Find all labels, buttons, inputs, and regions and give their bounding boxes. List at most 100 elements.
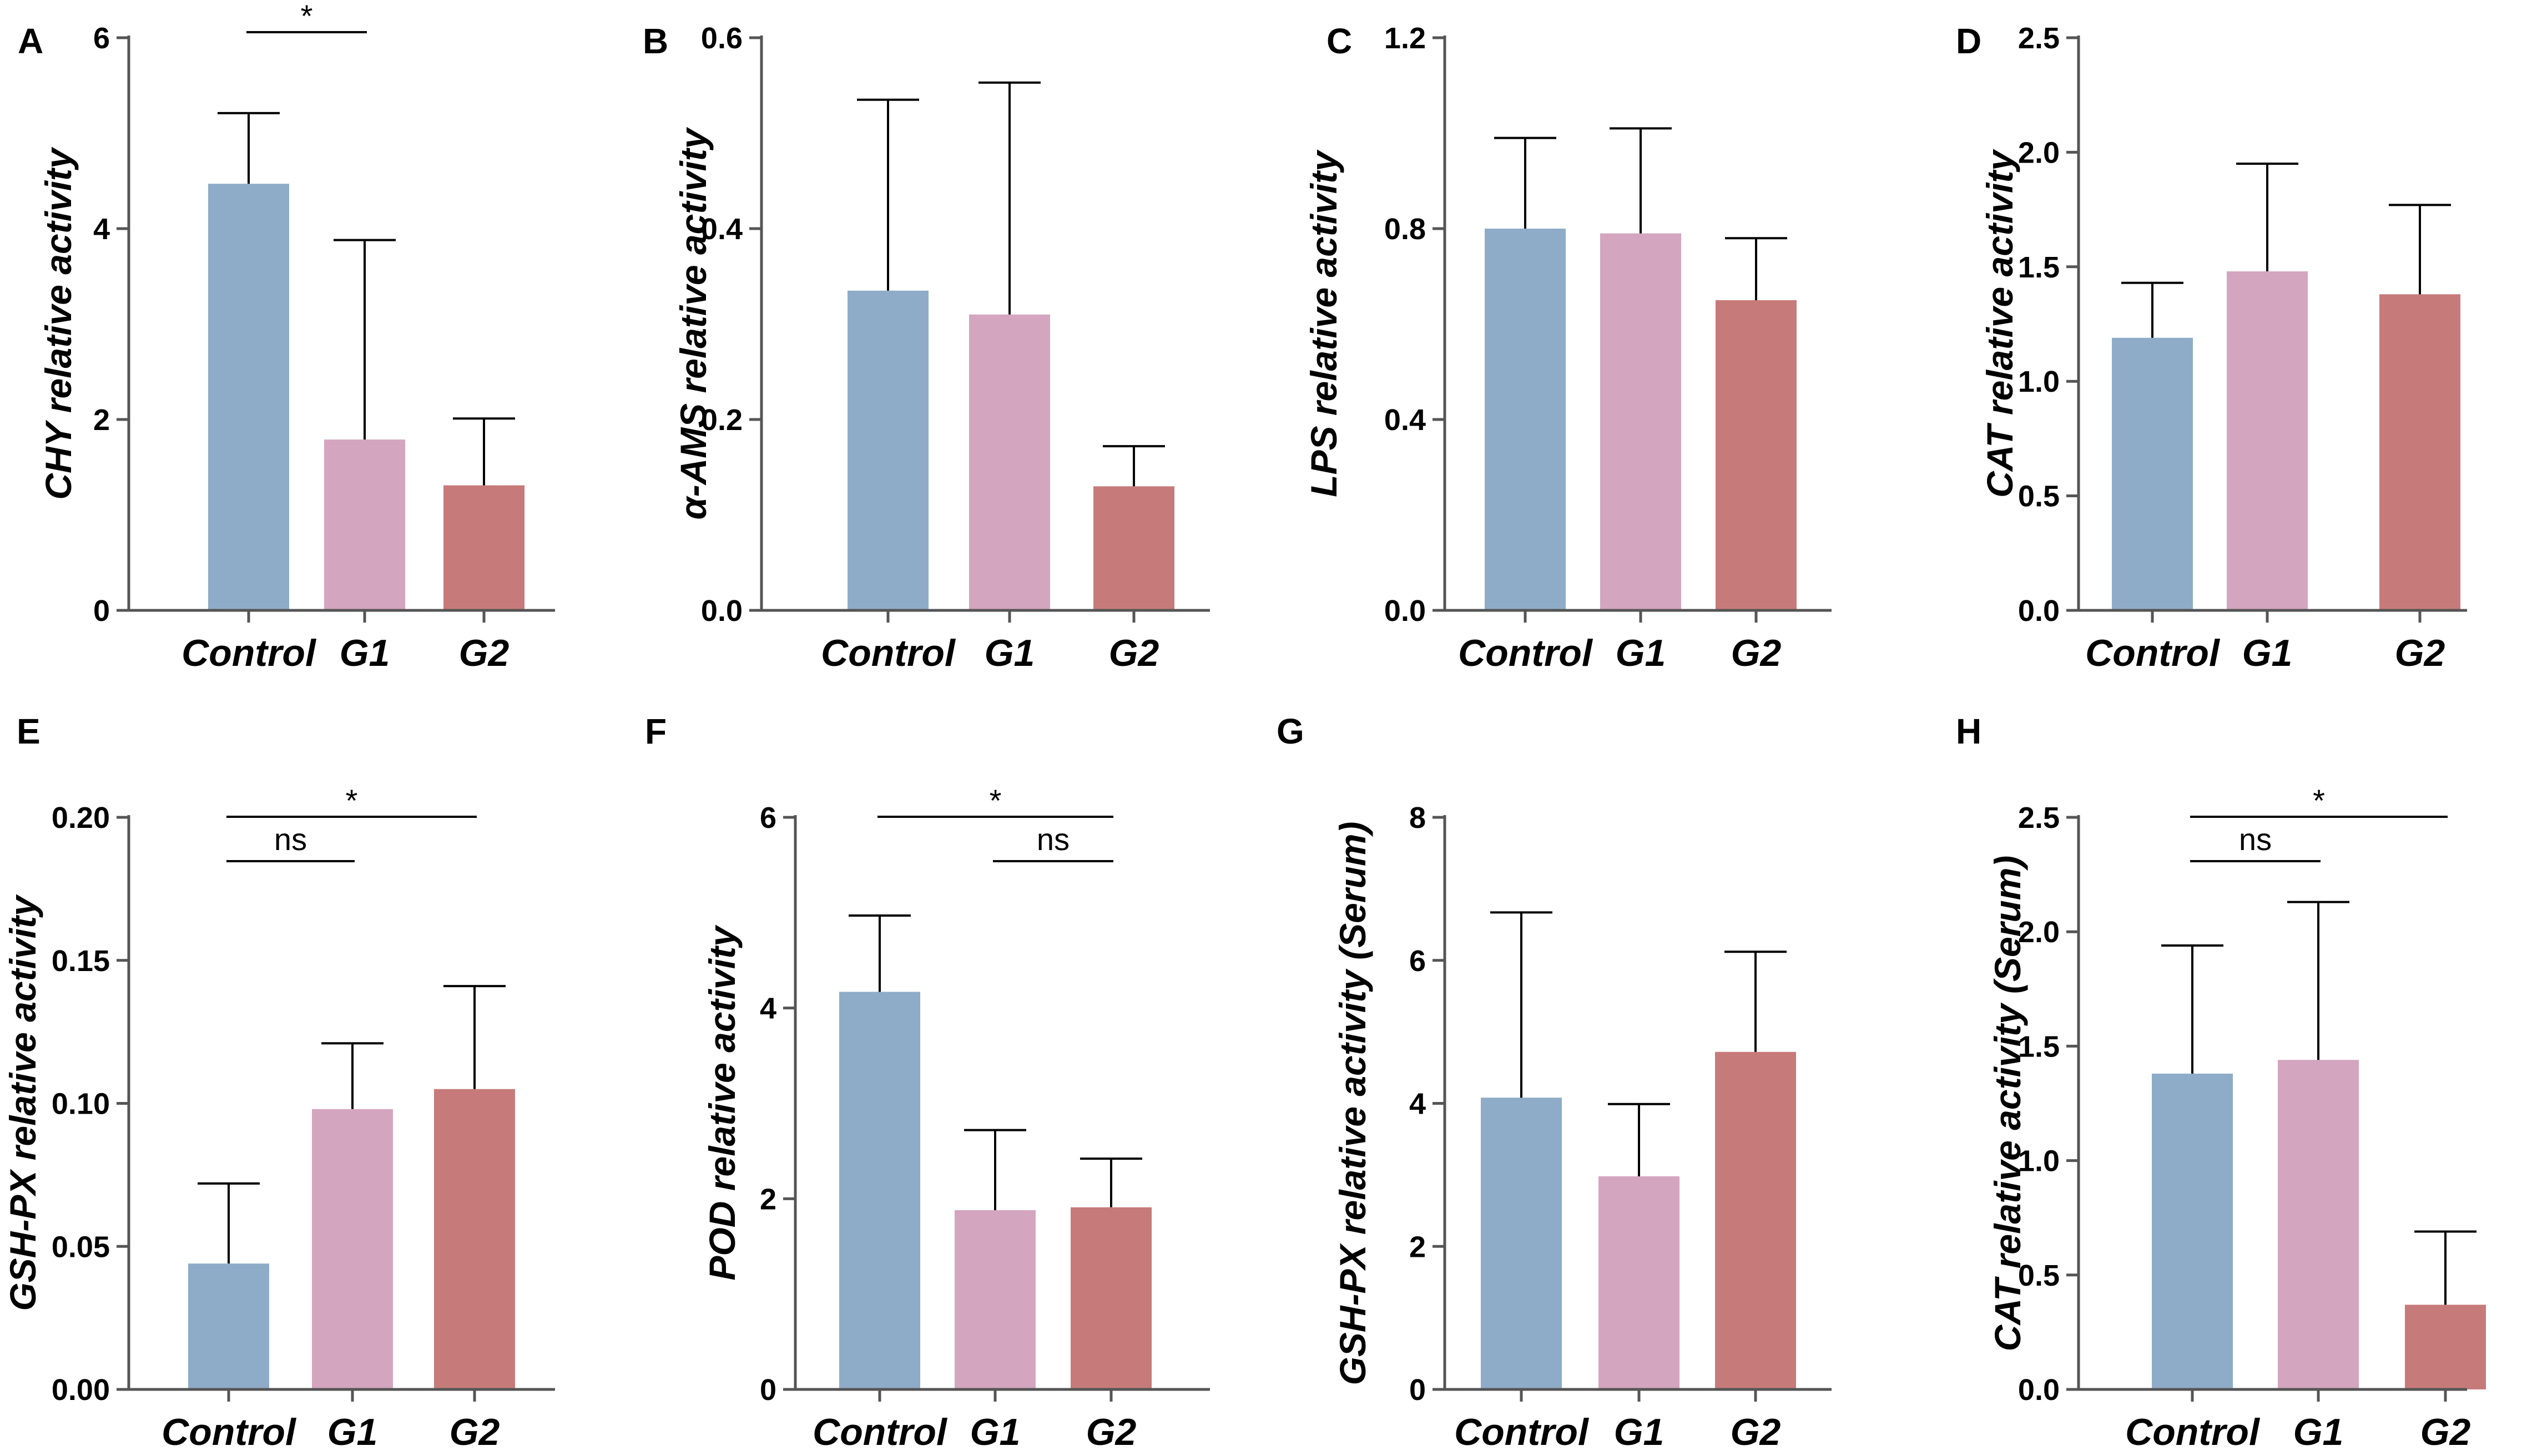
panel-E: E 0.00 0.05 0.10 0.15 0.20 Control G1 G2 GSH-PX r… [2,711,555,1453]
y-tick-label: 0.0 [2018,1373,2060,1407]
panel-F: F 0 2 4 6 Control G1 G2 POD relative activity * ns [645,711,1210,1453]
x-tick-label-control: Control [162,1411,297,1453]
y-tick-label: 6 [760,801,776,835]
y-tick-label: 1.0 [2018,365,2060,398]
y-tick-label: 6 [1409,944,1426,978]
y-tick-label: 2.0 [2018,916,2060,949]
significance-label: * [2313,783,2325,818]
panel-label: C [1326,21,1352,61]
bar-g1 [1600,233,1681,611]
y-tick-label: 2 [1409,1230,1426,1263]
panel-label: G [1277,711,1304,751]
bar-control [1485,229,1566,610]
panel-G: G 0 2 4 6 8 Control G1 G2 GSH-PX relative activit… [1277,711,1832,1453]
panel-C: C 0.0 0.4 0.8 1.2 Control G1 G2 LPS relative act… [1303,21,1832,674]
x-tick-label-control: Control [2085,632,2221,674]
bar-g2 [1071,1207,1152,1389]
bar-g1 [1598,1176,1679,1389]
y-tick-label: 1.0 [2018,1145,2060,1178]
y-axis-title: LPS relative activity [1303,149,1344,497]
significance-label: ns [2239,822,2272,857]
bar-g2 [1715,1051,1796,1389]
x-tick-label-g1: G1 [1614,1411,1665,1453]
bar-control [2152,1073,2233,1389]
panel-label: A [18,21,43,61]
y-axis-title: CAT relative activity (Serum) [1987,856,2028,1352]
y-tick-label: 0.0 [701,594,743,628]
panel-label: H [1956,711,1981,751]
y-tick-label: 0.4 [1384,403,1426,437]
panel-label: D [1956,21,1981,61]
y-tick-label: 0.0 [1384,594,1426,628]
y-tick-label: 2.0 [2018,136,2060,169]
x-tick-label-g1: G1 [1616,632,1666,674]
x-tick-label-g2: G2 [2420,1411,2471,1453]
significance-label: * [301,0,313,33]
significance-label: ns [274,822,307,857]
significance-label: * [346,783,358,818]
bar-g2 [1093,486,1174,610]
x-tick-label-control: Control [813,1411,948,1453]
y-tick-label: 0.2 [701,403,743,437]
y-tick-label: 6 [93,22,110,55]
y-tick-label: 2 [760,1182,776,1216]
x-tick-label-g2: G2 [1109,632,1159,674]
x-tick-label-g2: G2 [450,1411,500,1453]
x-tick-label-g2: G2 [1731,632,1782,674]
y-axis-title: CAT relative activity [1979,149,2020,498]
bar-g2 [2405,1305,2486,1389]
bar-g2 [1716,300,1797,610]
y-tick-label: 1.5 [2018,1030,2060,1063]
x-tick-label-control: Control [2125,1411,2261,1453]
panel-D: D 0.0 0.5 1.0 1.5 2.0 2.5 Control G1 G2 CAT relati… [1956,21,2467,674]
y-tick-label: 0.8 [1384,213,1426,246]
y-tick-label: 0 [760,1373,776,1407]
panel-label: F [645,711,667,751]
significance-label: * [990,783,1002,818]
x-tick-label-control: Control [1454,1411,1590,1453]
bar-g2 [434,1089,515,1389]
x-tick-label-control: Control [181,632,317,674]
y-tick-label: 1.5 [2018,251,2060,284]
x-tick-label-g1: G1 [327,1411,378,1453]
x-tick-label-g1: G1 [2242,632,2293,674]
x-tick-label-g1: G1 [985,632,1035,674]
bar-control [839,992,920,1389]
y-tick-label: 2.5 [2018,801,2060,835]
y-axis-title: CHY relative activity [38,146,79,500]
y-tick-label: 0 [1409,1373,1426,1407]
y-tick-label: 2 [93,403,110,437]
panel-H: H 0.0 0.5 1.0 1.5 2.0 2.5 Control G1 G2 CAT relati… [1956,711,2486,1453]
panel-A: A 0 2 4 6 Control G1 G2 CHY relative activity * [18,0,555,674]
x-tick-label-g2: G2 [1731,1411,1781,1453]
bar-control [208,184,289,610]
bar-g1 [324,439,405,610]
x-tick-label-g1: G1 [970,1411,1021,1453]
bar-control [848,290,929,610]
y-tick-label: 0.6 [701,22,743,55]
y-tick-label: 0.05 [52,1230,110,1263]
y-tick-label: 4 [93,213,110,246]
bar-control [2112,337,2193,610]
panel-label: B [643,21,668,61]
y-tick-label: 0.15 [52,944,110,978]
y-tick-label: 0.0 [2018,594,2060,628]
y-tick-label: 0.10 [52,1088,110,1121]
y-tick-label: 0.5 [2018,1259,2060,1292]
bar-g2 [2379,294,2460,610]
y-tick-label: 2.5 [2018,22,2060,55]
bar-g2 [443,485,524,610]
bar-g1 [955,1210,1036,1389]
y-tick-label: 0 [93,594,110,628]
x-tick-label-g2: G2 [459,632,510,674]
significance-label: ns [1037,822,1070,857]
bar-control [188,1263,269,1389]
y-tick-label: 0.00 [52,1373,110,1407]
x-tick-label-control: Control [1458,632,1593,674]
y-tick-label: 4 [1409,1088,1426,1121]
x-tick-label-g1: G1 [340,632,390,674]
bar-g1 [312,1109,393,1389]
y-tick-label: 0.20 [52,801,110,835]
y-tick-label: 1.2 [1384,22,1426,55]
